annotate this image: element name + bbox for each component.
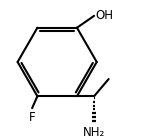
Text: NH₂: NH₂ — [83, 126, 105, 139]
Text: F: F — [29, 111, 35, 124]
Text: OH: OH — [95, 9, 113, 22]
